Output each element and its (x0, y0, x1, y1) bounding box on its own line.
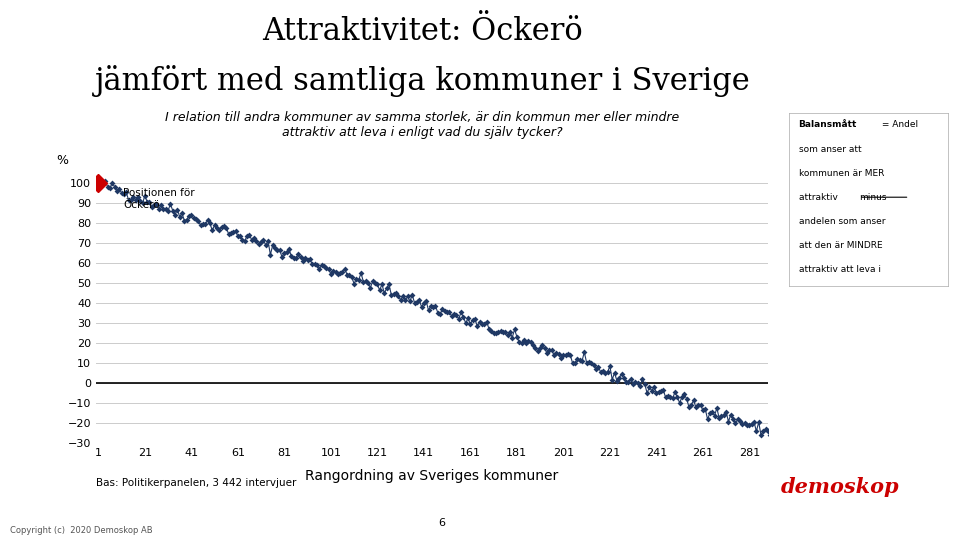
Text: = Andel: = Andel (879, 120, 919, 129)
Text: Bas: Politikerpanelen, 3 442 intervjuer: Bas: Politikerpanelen, 3 442 intervjuer (96, 478, 297, 488)
Text: 6: 6 (438, 518, 445, 529)
Text: Copyright (c)  2020 Demoskop AB: Copyright (c) 2020 Demoskop AB (10, 525, 153, 535)
Text: jämfört med samtliga kommuner i Sverige: jämfört med samtliga kommuner i Sverige (94, 65, 751, 97)
Text: minus: minus (859, 193, 886, 202)
Y-axis label: %: % (57, 154, 68, 167)
Text: attraktiv: attraktiv (799, 193, 840, 202)
Text: Attraktivitet: Öckerö: Attraktivitet: Öckerö (262, 16, 583, 47)
Text: som anser att: som anser att (799, 145, 861, 153)
Text: Balansmått: Balansmått (799, 120, 857, 129)
Text: att den är MINDRE: att den är MINDRE (799, 241, 882, 250)
Text: andelen som anser: andelen som anser (799, 217, 885, 226)
Text: I relation till andra kommuner av samma storlek, är din kommun mer eller mindre
: I relation till andra kommuner av samma … (165, 111, 680, 139)
Text: attraktiv att leva i: attraktiv att leva i (799, 266, 880, 274)
X-axis label: Rangordning av Sveriges kommuner: Rangordning av Sveriges kommuner (305, 469, 559, 483)
Text: kommunen är MER: kommunen är MER (799, 168, 884, 178)
Text: demoskop: demoskop (780, 477, 900, 497)
Text: Positionen för
Öckerö: Positionen för Öckerö (123, 188, 195, 210)
